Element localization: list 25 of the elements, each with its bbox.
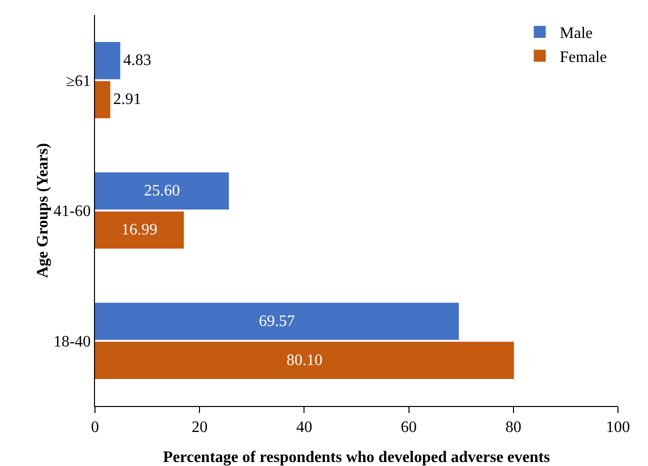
y-tick-label: ≥61 — [66, 72, 91, 90]
data-label: 4.83 — [123, 52, 152, 70]
bar — [95, 81, 110, 118]
x-axis-title: Percentage of respondents who developed adverse events — [163, 449, 550, 466]
bar — [95, 42, 120, 80]
data-label: 25.60 — [144, 182, 180, 200]
y-axis-title: Age Groups (Years) — [34, 143, 52, 278]
x-tick-label: 60 — [400, 419, 417, 436]
legend-label: Male — [560, 25, 593, 42]
y-tick-label: 41-60 — [53, 203, 91, 220]
x-tick-label: 100 — [606, 419, 630, 436]
data-label: 69.57 — [258, 312, 295, 330]
bar — [95, 172, 229, 210]
bar — [95, 342, 514, 379]
bar — [95, 302, 459, 340]
bar — [95, 211, 184, 249]
y-tick-label: 18-40 — [53, 333, 91, 350]
x-tick-label: 80 — [505, 419, 522, 436]
data-label: 16.99 — [121, 222, 158, 239]
x-tick-label: 20 — [192, 419, 208, 436]
x-tick-label: 40 — [296, 419, 312, 436]
data-label: 2.91 — [113, 91, 142, 108]
x-tick-label: 0 — [91, 419, 99, 436]
legend-label: Female — [560, 48, 607, 66]
data-label: 80.10 — [286, 352, 322, 369]
